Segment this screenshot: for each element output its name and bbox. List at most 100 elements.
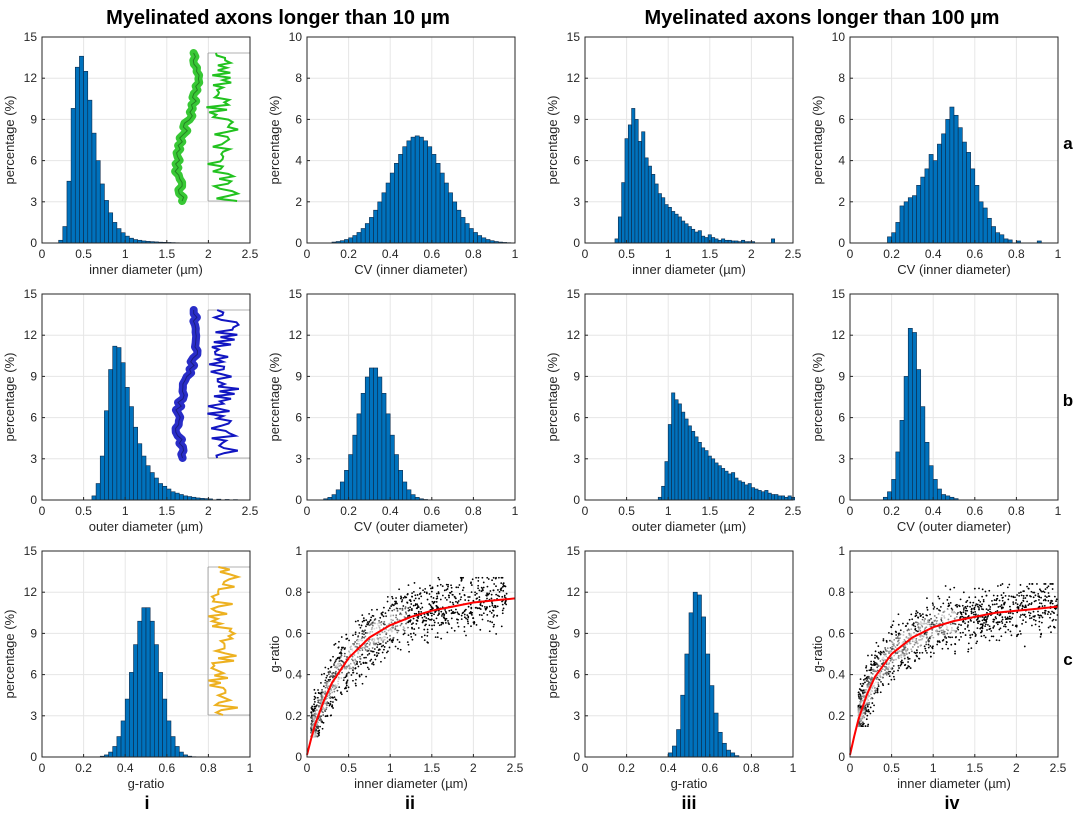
x-tick-label: 0.8 [1008, 247, 1025, 261]
scatter-density-highlight [891, 657, 898, 663]
scatter-point [1027, 604, 1030, 607]
scatter-point [869, 706, 872, 709]
scatter-point [908, 618, 911, 621]
histogram-bar [970, 168, 976, 244]
scatter-point [472, 617, 475, 619]
histogram-bar [373, 209, 379, 244]
scatter-point [488, 605, 491, 608]
scatter-point [486, 613, 489, 616]
scatter-point [505, 603, 508, 606]
histogram-bar [641, 131, 646, 244]
histogram-bar [991, 226, 996, 244]
scatter-point [1022, 595, 1025, 597]
scatter-point [418, 597, 420, 600]
histogram-bar [187, 496, 193, 501]
scatter-point [386, 640, 389, 643]
scatter-point [979, 627, 982, 630]
scatter-point [1003, 625, 1005, 628]
scatter-point [408, 599, 411, 601]
scatter-point [329, 700, 332, 703]
scatter-point [412, 617, 415, 620]
scatter-point [465, 634, 467, 637]
x-tick-label: 2 [748, 247, 755, 261]
scatter-point [333, 688, 336, 691]
scatter-density-highlight [857, 700, 864, 706]
x-tick-label: 2 [470, 761, 477, 775]
scatter-point [373, 627, 376, 630]
scatter-point [1028, 614, 1031, 617]
scatter-point [969, 636, 972, 639]
scatter-point [398, 641, 401, 643]
scatter-point [1001, 599, 1004, 602]
scatter-point [343, 652, 346, 655]
scatter-point [405, 622, 407, 625]
histogram-bar [895, 451, 901, 501]
scatter-point [502, 589, 505, 592]
scatter-point [376, 634, 379, 637]
scatter-point [395, 616, 397, 619]
x-tick-label: 2 [748, 504, 755, 518]
scatter-point [366, 649, 369, 652]
scatter-point [1047, 585, 1050, 588]
scatter-density-highlight [937, 613, 943, 619]
x-tick-label: 1 [1055, 247, 1062, 261]
scatter-point [338, 686, 341, 689]
scatter-point [984, 590, 987, 593]
scatter-point [897, 613, 900, 616]
scatter-point [1002, 596, 1004, 599]
scatter-density-highlight [380, 618, 386, 624]
histogram-bar [137, 620, 143, 758]
histogram-bar [731, 472, 736, 501]
col-label-ii: ii [405, 793, 415, 813]
scatter-point [342, 661, 345, 664]
scatter-point [361, 629, 364, 632]
histogram-bar [721, 468, 726, 501]
scatter-point [368, 620, 371, 623]
histogram-bar [369, 217, 374, 244]
scatter-point [332, 707, 334, 709]
histogram-bar [364, 223, 370, 244]
scatter-point [315, 713, 318, 715]
scatter-point [1044, 598, 1047, 601]
scatter-point [939, 605, 942, 608]
scatter-point [1024, 615, 1027, 618]
scatter-point [394, 628, 396, 631]
histogram-bar [974, 185, 980, 244]
scatter-density-highlight [919, 619, 925, 625]
histogram-bar [891, 479, 897, 501]
row-label-b: b [1063, 391, 1073, 410]
x-tick-label: 0 [582, 761, 589, 775]
scatter-point [425, 617, 428, 619]
scatter-point [417, 627, 420, 629]
y-tick-label: 9 [30, 626, 37, 640]
histogram-bar [941, 494, 946, 501]
scatter-point [438, 624, 441, 627]
scatter-point [496, 605, 499, 608]
scatter-point [358, 660, 361, 663]
scatter-point [1009, 630, 1012, 633]
scatter-point [945, 643, 948, 646]
scatter-point [1039, 589, 1042, 592]
scatter-point [411, 592, 414, 595]
scatter-point [490, 597, 493, 600]
scatter-point [329, 703, 332, 706]
scatter-density-highlight [893, 639, 900, 645]
scatter-point [314, 696, 317, 699]
y-tick-label: 15 [567, 544, 581, 558]
scatter-point [376, 622, 379, 625]
plot-frame [306, 36, 516, 244]
x-tick-label: 0.8 [465, 504, 482, 518]
scatter-point [447, 585, 449, 588]
scatter-point [416, 603, 419, 606]
scatter-point [358, 623, 361, 626]
scatter-point [1030, 590, 1033, 593]
scatter-point [462, 586, 465, 589]
scatter-point [902, 622, 904, 625]
y-tick-label: 0 [30, 493, 37, 507]
scatter-point [954, 650, 956, 653]
x-tick-label: 1 [512, 504, 519, 518]
histogram-bar [178, 494, 184, 501]
histogram-bar [158, 672, 163, 758]
scatter-point [501, 603, 504, 606]
scatter-point [905, 625, 908, 627]
